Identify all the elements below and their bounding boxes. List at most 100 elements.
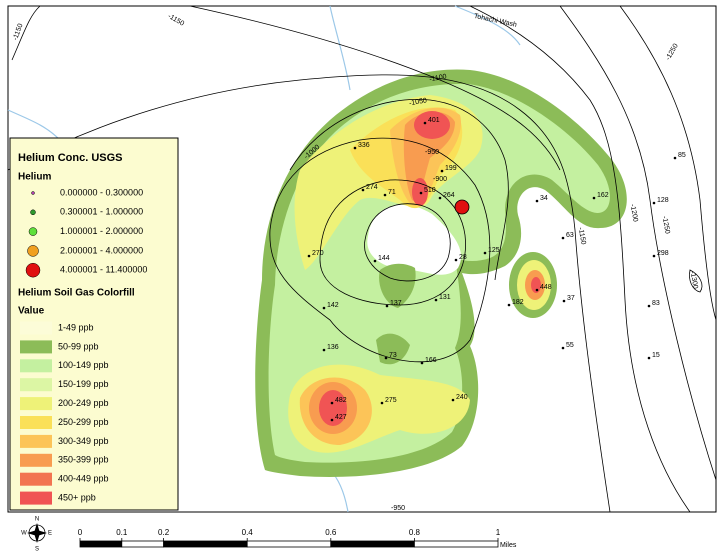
soil-gas-fill bbox=[255, 69, 627, 477]
compass-letter: W bbox=[21, 531, 27, 537]
sample-label: 85 bbox=[678, 152, 686, 159]
sample-point bbox=[652, 201, 656, 205]
sample-point bbox=[561, 236, 565, 240]
contour-label: -950 bbox=[425, 149, 439, 156]
legend-heading: Helium Soil Gas Colorfill bbox=[18, 288, 135, 299]
legend-swatch bbox=[20, 434, 52, 448]
sample-point bbox=[535, 199, 539, 203]
compass-letter: E bbox=[48, 531, 52, 537]
sample-label: 270 bbox=[312, 250, 324, 257]
legend-label: 4.000001 - 11.400000 bbox=[60, 265, 147, 275]
contour-label: -1250 bbox=[661, 216, 671, 235]
sample-label: 427 bbox=[335, 414, 347, 421]
sample-point bbox=[561, 346, 565, 350]
scale-label: 0.2 bbox=[158, 528, 170, 537]
legend-symbol bbox=[30, 209, 36, 216]
sample-label: 275 bbox=[385, 397, 397, 404]
legend-swatch bbox=[20, 378, 52, 392]
sample-label: 510 bbox=[424, 187, 436, 194]
sample-point bbox=[380, 401, 384, 405]
sample-label: 73 bbox=[389, 352, 397, 359]
scale-label: 1 bbox=[496, 528, 501, 537]
sample-highlight bbox=[454, 199, 470, 215]
sample-label: 162 bbox=[597, 192, 609, 199]
sample-label: 34 bbox=[540, 195, 548, 202]
sample-label: 182 bbox=[512, 299, 524, 306]
scale-segment bbox=[330, 540, 415, 548]
sample-label: 125 bbox=[488, 247, 500, 254]
sample-point bbox=[652, 254, 656, 258]
legend-swatch bbox=[20, 491, 52, 505]
scale-label: 0.4 bbox=[242, 528, 254, 537]
legend-heading: Helium bbox=[18, 172, 51, 183]
contour-label: -1150 bbox=[577, 227, 587, 245]
legend-swatch bbox=[20, 340, 52, 354]
sample-point bbox=[438, 196, 442, 200]
sample-label: 264 bbox=[443, 192, 455, 199]
sample-label: 401 bbox=[428, 117, 440, 124]
contour-label: -900 bbox=[433, 176, 447, 183]
sample-point bbox=[330, 401, 334, 405]
legend-label: 400-449 ppb bbox=[58, 474, 109, 484]
scale-label: 0.6 bbox=[325, 528, 337, 537]
legend-heading: Value bbox=[18, 306, 45, 317]
legend-label: 1.000001 - 2.000000 bbox=[60, 226, 143, 236]
compass-letter: S bbox=[35, 547, 39, 553]
sample-point bbox=[451, 398, 455, 402]
sample-label: 131 bbox=[439, 294, 451, 301]
sample-label: 83 bbox=[652, 300, 660, 307]
legend-symbol bbox=[25, 262, 41, 278]
sample-label: 37 bbox=[567, 295, 575, 302]
sample-point bbox=[373, 259, 377, 263]
legend-swatch bbox=[20, 321, 52, 335]
sample-point bbox=[562, 299, 566, 303]
sample-label: 274 bbox=[366, 184, 378, 191]
legend-swatch bbox=[20, 416, 52, 429]
sample-label: 63 bbox=[566, 232, 574, 239]
sample-point bbox=[440, 169, 444, 173]
sample-point bbox=[535, 288, 539, 292]
sample-point bbox=[454, 258, 458, 262]
sample-point bbox=[322, 348, 326, 352]
legend-label: 100-149 ppb bbox=[58, 360, 109, 370]
legend-label: 450+ ppb bbox=[58, 492, 96, 502]
sample-label: 142 bbox=[327, 302, 339, 309]
legend-label: 0.000000 - 0.300000 bbox=[60, 187, 143, 197]
legend-symbol bbox=[27, 245, 39, 257]
sample-point bbox=[384, 356, 388, 360]
sample-label: 128 bbox=[657, 197, 669, 204]
sample-point bbox=[330, 418, 334, 422]
legend-label: 250-299 ppb bbox=[58, 417, 109, 427]
sample-point bbox=[423, 121, 427, 125]
sample-label: 199 bbox=[445, 165, 457, 172]
compass-letter: N bbox=[35, 517, 39, 523]
sample-point bbox=[483, 251, 487, 255]
legend-label: 2.000001 - 4.000000 bbox=[60, 245, 143, 255]
sample-point bbox=[420, 361, 424, 365]
legend-label: 300-349 ppb bbox=[58, 436, 109, 446]
sample-point bbox=[307, 254, 311, 258]
scale-label: 0 bbox=[78, 528, 83, 537]
sample-point bbox=[322, 306, 326, 310]
sample-point bbox=[647, 304, 651, 308]
scale-label: 0.8 bbox=[409, 528, 421, 537]
legend-swatch bbox=[20, 359, 52, 373]
legend-symbol bbox=[28, 227, 38, 236]
legend-label: 350-399 ppb bbox=[58, 455, 109, 465]
scale-segment bbox=[121, 540, 165, 548]
legend-swatch bbox=[20, 472, 52, 486]
contour-label: -1050 bbox=[409, 97, 428, 107]
sample-label: 336 bbox=[358, 142, 370, 149]
sample-point bbox=[361, 188, 365, 192]
sample-point bbox=[507, 303, 511, 307]
legend-swatch bbox=[20, 397, 52, 411]
legend-swatch bbox=[20, 453, 52, 467]
scale-segment bbox=[246, 540, 332, 548]
contour-label: -1200 bbox=[629, 204, 639, 223]
scale-unit: Miles bbox=[500, 542, 517, 549]
legend-label: 150-199 ppb bbox=[58, 379, 109, 389]
sample-point bbox=[434, 298, 438, 302]
sample-label: 448 bbox=[540, 284, 552, 291]
legend-label: 1-49 ppb bbox=[58, 322, 94, 332]
contour-label: -1100 bbox=[429, 73, 447, 83]
